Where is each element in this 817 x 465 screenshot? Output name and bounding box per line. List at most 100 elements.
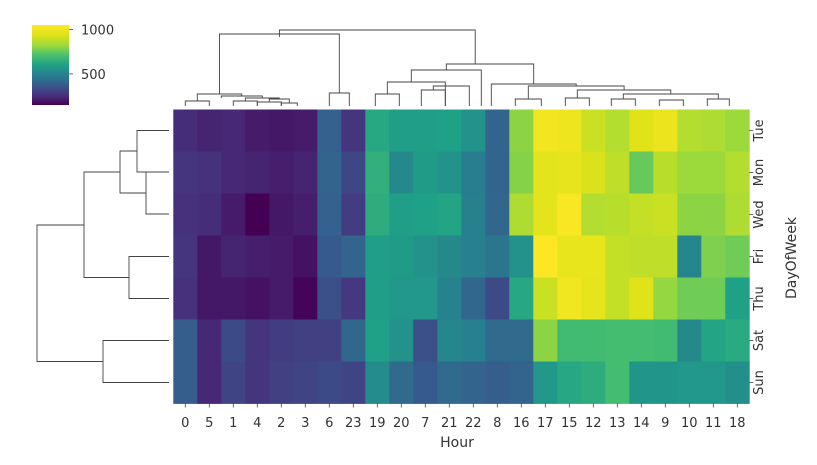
column-dendrogram	[184, 29, 730, 106]
heatmap-cell	[557, 193, 582, 236]
heatmap-cell	[245, 193, 270, 236]
heatmap-cell	[581, 151, 606, 194]
heatmap-cell	[365, 151, 390, 194]
heatmap-cell	[317, 361, 342, 404]
heatmap-cell	[653, 151, 678, 194]
heatmap-cell	[581, 235, 606, 278]
heatmap-cell	[725, 151, 750, 194]
heatmap-cell	[605, 319, 630, 362]
heatmap-cell	[341, 235, 366, 278]
x-tick-label: 22	[465, 416, 482, 431]
y-tick-labels: Tue Mon Wed Fri Thu Sat Sun	[749, 119, 767, 395]
heatmap-cell	[317, 151, 342, 194]
heatmap-cell	[245, 361, 270, 404]
heatmap-cell	[461, 109, 486, 152]
heatmap-cell	[725, 235, 750, 278]
heatmap-cell	[629, 235, 654, 278]
heatmap-cell	[677, 277, 702, 320]
heatmap-cell	[653, 319, 678, 362]
heatmap-cell	[389, 235, 414, 278]
heatmap-cell	[485, 277, 510, 320]
x-tick-label: 4	[253, 416, 261, 431]
y-tick-label: Wed	[752, 200, 767, 228]
heatmap-cell	[605, 361, 630, 404]
heatmap-cell	[629, 109, 654, 152]
heatmap-cell	[653, 235, 678, 278]
heatmap-cell	[389, 109, 414, 152]
x-tick-label: 7	[421, 416, 429, 431]
heatmap-cell	[509, 193, 534, 236]
heatmap-cell	[245, 151, 270, 194]
heatmap-cell	[293, 151, 318, 194]
heatmap-cell	[341, 277, 366, 320]
heatmap-cell	[269, 151, 294, 194]
heatmap-cell	[413, 109, 438, 152]
x-tick-label: 9	[661, 416, 669, 431]
heatmap-cell	[461, 235, 486, 278]
heatmap-cell	[173, 151, 198, 194]
heatmap-cell	[197, 151, 222, 194]
heatmap-cell	[557, 319, 582, 362]
heatmap-cell	[485, 319, 510, 362]
heatmap-cell	[701, 235, 726, 278]
heatmap-cell	[605, 235, 630, 278]
heatmap-cell	[221, 277, 246, 320]
heatmap-cell	[293, 277, 318, 320]
x-tick-label: 18	[729, 416, 746, 431]
heatmap-cell	[389, 277, 414, 320]
y-tick-label: Mon	[752, 159, 767, 186]
y-tick-label: Fri	[752, 249, 767, 265]
heatmap-cell	[341, 319, 366, 362]
heatmap-cell	[413, 361, 438, 404]
colorbar-tick-label: 500	[81, 68, 106, 83]
heatmap-cell	[485, 109, 510, 152]
heatmap-cell	[437, 151, 462, 194]
heatmap-cell	[653, 361, 678, 404]
heatmap-cell	[509, 319, 534, 362]
heatmap-cell	[485, 151, 510, 194]
x-tick-label: 17	[537, 416, 554, 431]
heatmap-cell	[581, 193, 606, 236]
heatmap-cell	[317, 109, 342, 152]
x-tick-label: 6	[325, 416, 333, 431]
x-tick-label: 14	[633, 416, 650, 431]
heatmap-cell	[389, 193, 414, 236]
heatmap-cell	[269, 193, 294, 236]
heatmap-cell	[173, 235, 198, 278]
heatmap-cell	[365, 361, 390, 404]
heatmap-cell	[533, 109, 558, 152]
heatmap-cell	[413, 319, 438, 362]
heatmap-cell	[581, 319, 606, 362]
heatmap-cell	[701, 361, 726, 404]
x-axis-label: Hour	[440, 435, 474, 451]
heatmap-cell	[509, 151, 534, 194]
heatmap-cell	[677, 151, 702, 194]
heatmap-cell	[317, 193, 342, 236]
heatmap-cell	[653, 193, 678, 236]
heatmap-cell	[437, 319, 462, 362]
heatmap-cell	[629, 277, 654, 320]
heatmap-cell	[629, 361, 654, 404]
heatmap-cell	[533, 151, 558, 194]
x-tick-label: 0	[181, 416, 189, 431]
heatmap-cell	[605, 109, 630, 152]
heatmap-cell	[461, 361, 486, 404]
heatmap-cell	[197, 361, 222, 404]
heatmap-cell	[413, 235, 438, 278]
x-tick-label: 1	[229, 416, 237, 431]
heatmap-cell	[437, 109, 462, 152]
heatmap-cell	[461, 277, 486, 320]
x-tick-label: 10	[681, 416, 698, 431]
heatmap-cell	[173, 109, 198, 152]
heatmap-cell	[605, 277, 630, 320]
heatmap-cell	[365, 277, 390, 320]
x-tick-label: 20	[393, 416, 410, 431]
heatmap-grid	[173, 109, 750, 404]
heatmap-cell	[365, 109, 390, 152]
heatmap-cell	[389, 361, 414, 404]
heatmap-cell	[509, 361, 534, 404]
heatmap-cell	[677, 235, 702, 278]
heatmap-cell	[197, 235, 222, 278]
heatmap-cell	[677, 193, 702, 236]
heatmap-cell	[533, 361, 558, 404]
